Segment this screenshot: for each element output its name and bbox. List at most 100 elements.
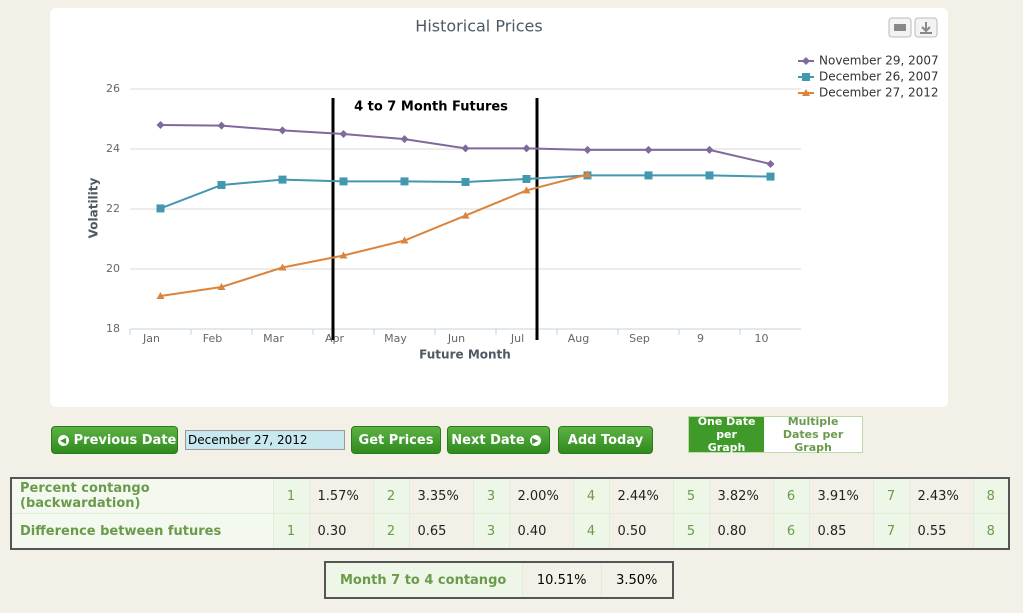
toggle-option[interactable]: One Date per Graph (689, 415, 765, 454)
marker (217, 181, 226, 189)
legend-label: December 27, 2012 (819, 86, 938, 100)
x-tick-label: 10 (755, 332, 769, 345)
legend-label: December 26, 2007 (819, 70, 938, 84)
y-tick-label: 20 (106, 262, 120, 275)
y-tick-label: 22 (106, 202, 120, 215)
y-axis-title: Volatility (87, 177, 101, 238)
table-cell: 0.50 (608, 513, 674, 550)
y-tick-label: 26 (106, 82, 120, 95)
table-cell: 3 (472, 513, 510, 550)
table-cell: Month 7 to 4 contango (324, 561, 523, 599)
table-row: Difference between futures 1 0.30 2 0.65 3 0.4… (10, 513, 1010, 550)
table-cell: 1 (272, 513, 310, 550)
x-tick-label: Jan (142, 332, 160, 345)
marker (802, 89, 810, 96)
marker (217, 121, 226, 130)
x-tick-label: Jul (510, 332, 524, 345)
marker (156, 121, 165, 129)
table-cell: Difference between futures (10, 513, 274, 550)
marker (705, 171, 714, 180)
marker (644, 171, 653, 180)
table-cell: 2.44% (608, 477, 674, 514)
marker (522, 144, 531, 153)
table-cell: Percent contango (backwardation) (10, 477, 274, 514)
view-toggle: One Date per Graph Multiple Dates per Gr… (688, 415, 863, 454)
marker (766, 160, 775, 168)
marker (217, 283, 226, 290)
table-cell: 0.30 (308, 513, 374, 550)
button-label: Previous Date (73, 432, 177, 448)
table-cell: 2 (372, 513, 410, 550)
table-cell: 7 (872, 477, 910, 514)
table-cell: 8 (972, 513, 1010, 550)
marker (644, 145, 653, 154)
table-cell: 8 (972, 477, 1010, 514)
x-tick-label: 9 (697, 332, 704, 345)
next-button[interactable]: Next Date ▶ (447, 426, 550, 454)
table-cell: 2.43% (908, 477, 974, 514)
table-cell: 5 (672, 513, 710, 550)
annotation: 4 to 7 Month Futures (354, 100, 508, 115)
table-cell: 0.85 (808, 513, 874, 550)
marker (461, 144, 470, 153)
x-tick-label: Sep (629, 332, 650, 345)
table-cell: 3.35% (408, 477, 474, 514)
export-buttons[interactable] (888, 17, 938, 38)
legend-label: November 29, 2007 (819, 54, 939, 68)
table-cell: 0.80 (708, 513, 774, 550)
marker (802, 73, 810, 81)
marker (461, 178, 470, 186)
table-cell: 3.50% (601, 561, 674, 599)
table-cell: 7 (872, 513, 910, 550)
marker (278, 175, 287, 184)
date-input[interactable]: December 27, 2012 (185, 430, 345, 450)
marker (522, 175, 531, 183)
chart-panel (50, 8, 948, 407)
add-today-button[interactable]: Add Today (558, 426, 653, 454)
table-cell: 0.65 (408, 513, 474, 550)
x-tick-label: Jun (447, 332, 465, 345)
table-cell: 6 (772, 477, 810, 514)
x-tick-label: Mar (263, 332, 284, 345)
button-label: Next Date (451, 432, 525, 448)
marker (339, 251, 348, 259)
table-row: Month 7 to 4 contango 10.51% 3.50% (324, 561, 674, 599)
marker (583, 145, 592, 154)
y-tick-label: 18 (106, 322, 120, 335)
table-cell: 1.57% (308, 477, 374, 514)
table-cell: 3.82% (708, 477, 774, 514)
summary-table: Month 7 to 4 contango 10.51% 3.50% (324, 561, 674, 599)
table-row: Percent contango (backwardation) 1 1.57% 2 3… (10, 477, 1010, 514)
button-label: Add Today (567, 432, 644, 448)
y-tick-label: 24 (106, 142, 120, 155)
chart: Historical Prices Volatility Future Mont… (87, 17, 939, 362)
table-cell: 1 (272, 477, 310, 514)
marker (339, 177, 348, 186)
table-cell: 6 (772, 513, 810, 550)
marker (400, 177, 409, 186)
x-axis-title: Future Month (419, 348, 511, 362)
x-tick-label: May (384, 332, 407, 345)
x-tick-label: Apr (325, 332, 345, 345)
marker (583, 170, 592, 178)
marker (156, 292, 165, 299)
table-cell: 0.40 (508, 513, 574, 550)
marker (522, 186, 531, 194)
table-cell: 2 (372, 477, 410, 514)
marker (766, 172, 775, 181)
marker (278, 126, 287, 135)
marker (400, 135, 409, 144)
get-prices-button[interactable]: Get Prices (351, 426, 441, 454)
previous-button[interactable]: ◀ Previous Date (51, 426, 178, 454)
marker (278, 263, 287, 271)
marker (400, 236, 409, 244)
table-cell: 3 (472, 477, 510, 514)
marker (156, 204, 165, 213)
table-cell: 0.55 (908, 513, 974, 550)
marker (802, 57, 810, 65)
series-line (160, 173, 588, 297)
table-cell: 10.51% (521, 561, 603, 599)
toggle-option[interactable]: Multiple Dates per Graph (764, 415, 862, 454)
chart-title: Historical Prices (415, 17, 542, 36)
